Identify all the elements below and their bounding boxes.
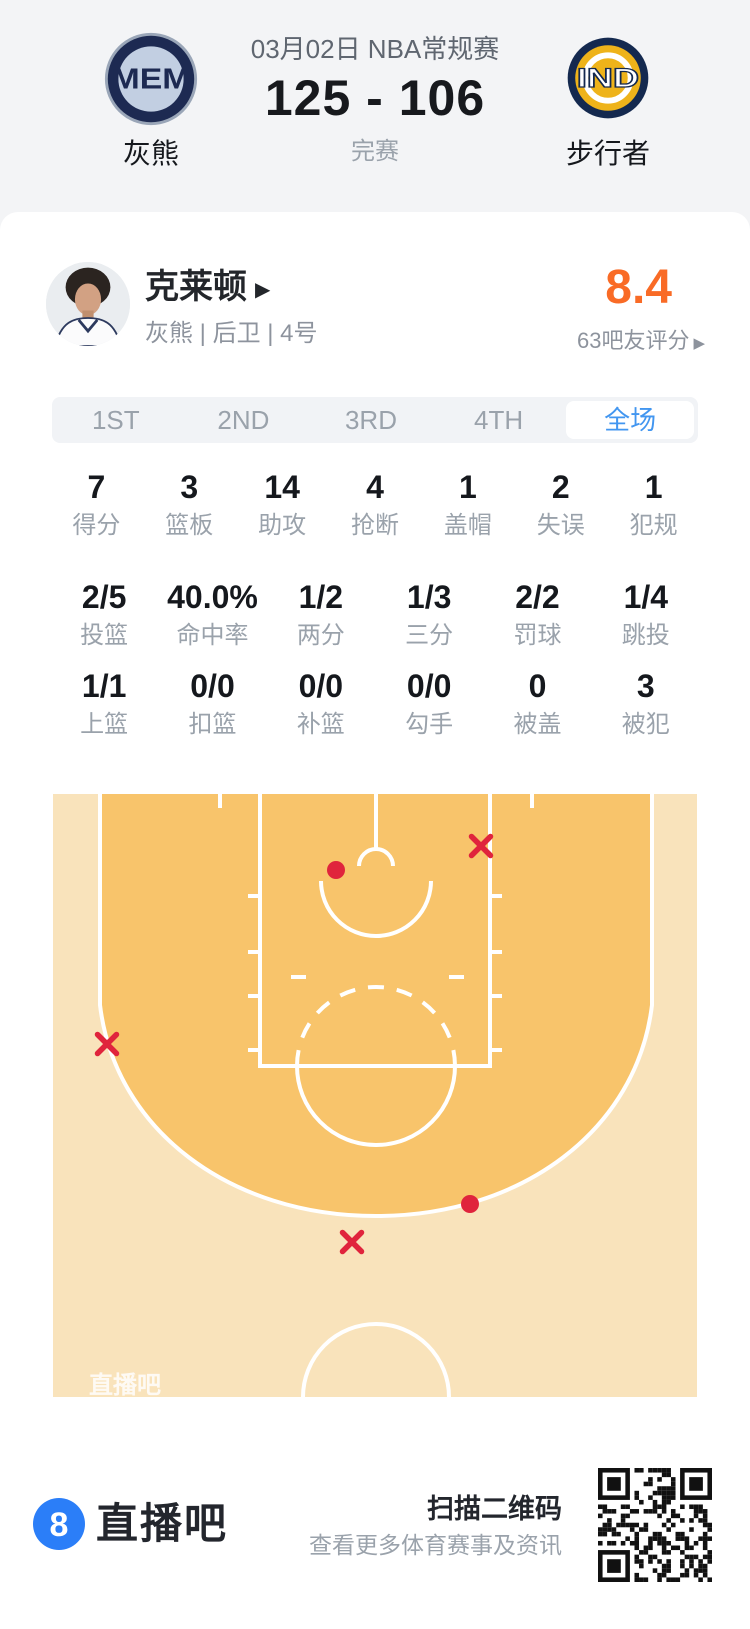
qr-caption: 扫描二维码 查看更多体育赛事及资讯 [309, 1494, 562, 1558]
stat-rebounds: 3 篮板 [165, 469, 214, 539]
stat-blocks: 1 盖帽 [443, 469, 492, 539]
qr-caption-title: 扫描二维码 [427, 1494, 562, 1524]
stat-hook-shots: 0/0 勾手 [405, 668, 454, 738]
center-circle [301, 1322, 451, 1397]
stat-steals: 4 抢断 [351, 469, 399, 539]
tab-4th[interactable]: 4TH [474, 405, 524, 435]
team-home-name: 灰熊 [122, 138, 179, 169]
team-away-name: 步行者 [565, 138, 650, 169]
stat-assists: 14 助攻 [258, 469, 307, 539]
rating-caret-icon: ▶ [693, 335, 705, 352]
quarter-tabbar: 1ST 2ND 3RD 4TH 全场 [52, 397, 698, 443]
made-shot-marker [461, 1195, 479, 1213]
free-throw-arc-solid [295, 1065, 457, 1147]
stat-free-throws: 2/2 罚球 [513, 579, 562, 649]
player-name-caret-icon: ▶ [255, 279, 271, 301]
stat-fouls: 1 犯规 [629, 469, 678, 539]
tab-2nd[interactable]: 2ND [217, 405, 270, 435]
stat-shots-blocked: 0 被盖 [513, 668, 562, 738]
player-meta: 灰熊 | 后卫 | 4号 [145, 320, 318, 347]
stat-tip-ins: 0/0 补篮 [296, 668, 345, 738]
player-name: 克莱顿 [145, 268, 247, 306]
stat-layups: 1/1 上篮 [80, 668, 129, 738]
match-status-label: 完赛 [351, 138, 399, 165]
team-away: IND 步行者 [528, 0, 688, 180]
stat-jump-shots: 1/4 跳投 [621, 579, 670, 649]
tab-1st[interactable]: 1ST [91, 405, 140, 435]
three-point-line [98, 794, 654, 1219]
player-rating: 8.4 [605, 261, 672, 314]
team-home: MEM 灰熊 [71, 0, 231, 180]
restricted-area-arc [319, 880, 433, 938]
qr-caption-subtitle: 查看更多体育赛事及资讯 [309, 1532, 562, 1558]
stat-three-pointers: 1/3 三分 [405, 579, 454, 649]
rim [357, 847, 395, 867]
stats-row-1: 7 得分 3 篮板 14 助攻 4 抢断 1 盖帽 2 失误 1 犯规 [50, 470, 700, 539]
team-away-abbr: IND [577, 63, 639, 93]
player-rating-note-link[interactable]: 63吧友评分 ▶ [577, 328, 705, 357]
match-date-label: 03月02日 NBA常规赛 [250, 34, 500, 64]
stat-points: 7 得分 [72, 469, 121, 539]
team-home-logo: MEM [104, 32, 198, 126]
stat-dunks: 0/0 扣篮 [188, 668, 237, 738]
paint-lane [258, 794, 492, 1068]
free-throw-arc-dashed [295, 985, 457, 1067]
shot-markers [94, 833, 494, 1255]
brand-name: 直播吧 [96, 1500, 229, 1547]
court-watermark: 直播吧 [89, 1372, 161, 1397]
stats-row-2: 2/5 投篮 40.0% 命中率 1/2 两分 1/3 三分 2/2 罚球 1/4 跳投 [50, 580, 700, 649]
player-name-link[interactable]: 克莱顿 ▶ [145, 268, 270, 309]
svg-text:8: 8 [50, 1506, 69, 1544]
missed-shot-marker [468, 833, 494, 859]
qr-code [598, 1468, 712, 1582]
team-away-logo: IND [567, 37, 649, 119]
tab-full-game[interactable]: 全场 [566, 401, 694, 439]
stat-field-goals: 2/5 投篮 [80, 579, 129, 649]
player-rating-note: 63吧友评分 [576, 328, 690, 353]
stat-turnovers: 2 失误 [536, 469, 585, 539]
stat-fouls-drawn: 3 被犯 [621, 668, 670, 738]
team-home-abbr: MEM [112, 64, 191, 96]
stat-fg-percent: 40.0% 命中率 [167, 579, 258, 649]
missed-shot-marker [339, 1229, 365, 1255]
stats-row-3: 1/1 上篮 0/0 扣篮 0/0 补篮 0/0 勾手 0 被盖 3 被犯 [50, 669, 700, 738]
stat-two-pointers: 1/2 两分 [296, 579, 345, 649]
made-shot-marker [327, 861, 345, 879]
player-avatar [46, 262, 130, 346]
shot-chart-court: 直播吧 [53, 794, 697, 1397]
brand-logo-icon: 8 [33, 1498, 85, 1550]
match-score: 125 - 106 [264, 70, 486, 126]
tab-3rd[interactable]: 3RD [344, 405, 397, 435]
missed-shot-marker [94, 1031, 120, 1057]
